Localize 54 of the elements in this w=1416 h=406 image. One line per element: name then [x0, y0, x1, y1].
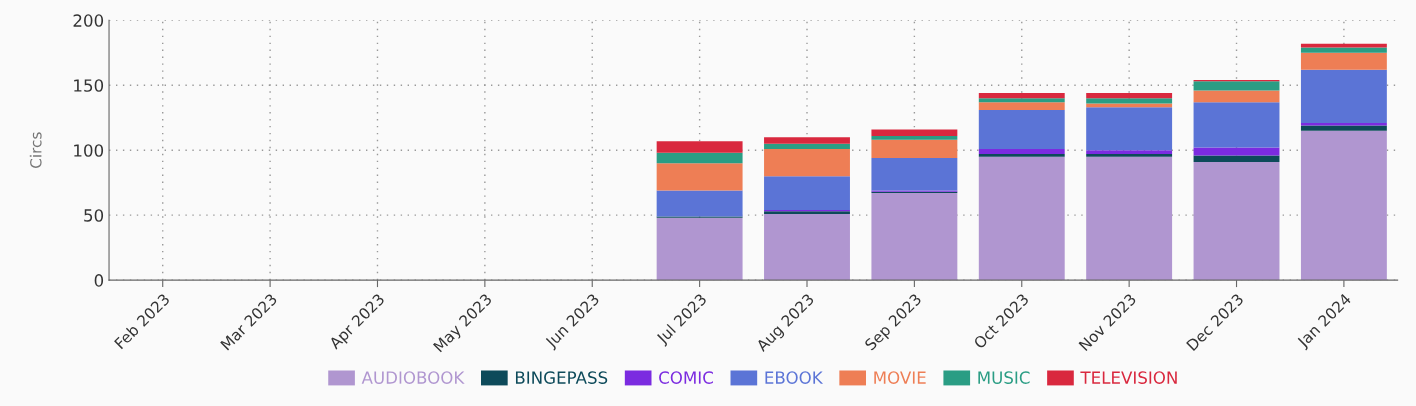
bar: [978, 148, 1065, 155]
bar: [1086, 93, 1173, 99]
legend-label: MUSIC: [978, 371, 1030, 384]
bar: [978, 109, 1065, 149]
bar: [656, 163, 743, 191]
bar: [871, 139, 958, 159]
bar: [1086, 103, 1173, 108]
bar: [764, 176, 850, 210]
bar: [978, 93, 1065, 99]
bar: [871, 135, 958, 140]
bar: [978, 102, 1065, 110]
bar: [1193, 161, 1280, 281]
legend-label: MOVIE: [874, 371, 926, 384]
bar: [1193, 81, 1280, 91]
bar: [1300, 130, 1387, 281]
bar: [1086, 154, 1173, 157]
bar: [1193, 155, 1280, 162]
bar: [1086, 156, 1173, 281]
bar: [1300, 125, 1387, 131]
legend-label: AUDIOBOOK: [361, 371, 465, 384]
bar: [764, 137, 850, 144]
legend-label: EBOOK: [765, 371, 824, 384]
bar: [978, 98, 1065, 103]
bar: [764, 213, 850, 281]
bar: [764, 148, 850, 177]
bar: [656, 217, 743, 281]
bar: [1300, 47, 1387, 53]
y-tick-label: 200: [73, 14, 104, 27]
bar: [1193, 102, 1280, 148]
legend-label: COMIC: [659, 371, 713, 384]
bar: [1086, 107, 1173, 151]
bar: [978, 156, 1065, 281]
bar: [1086, 98, 1173, 104]
bar: [871, 158, 958, 191]
bar: [1300, 69, 1387, 123]
bar: [656, 141, 743, 153]
bar: [1300, 122, 1387, 126]
bar: [656, 152, 743, 164]
bar: [1300, 52, 1387, 70]
legend-label: TELEVISION: [1080, 371, 1177, 384]
bar: [764, 143, 850, 149]
y-tick-label: 0: [94, 274, 104, 287]
y-tick-label: 150: [74, 79, 104, 92]
bar: [871, 129, 958, 136]
bar: [1086, 150, 1173, 155]
y-tick-label: 50: [84, 209, 104, 222]
legend-label: BINGEPASS: [515, 371, 608, 384]
bar: [656, 190, 743, 217]
bar: [1300, 43, 1387, 48]
y-axis-title: Circs: [29, 132, 42, 168]
bar: [871, 193, 958, 281]
y-tick-label: 100: [74, 144, 104, 157]
bar: [978, 154, 1065, 157]
bar: [1193, 90, 1280, 103]
